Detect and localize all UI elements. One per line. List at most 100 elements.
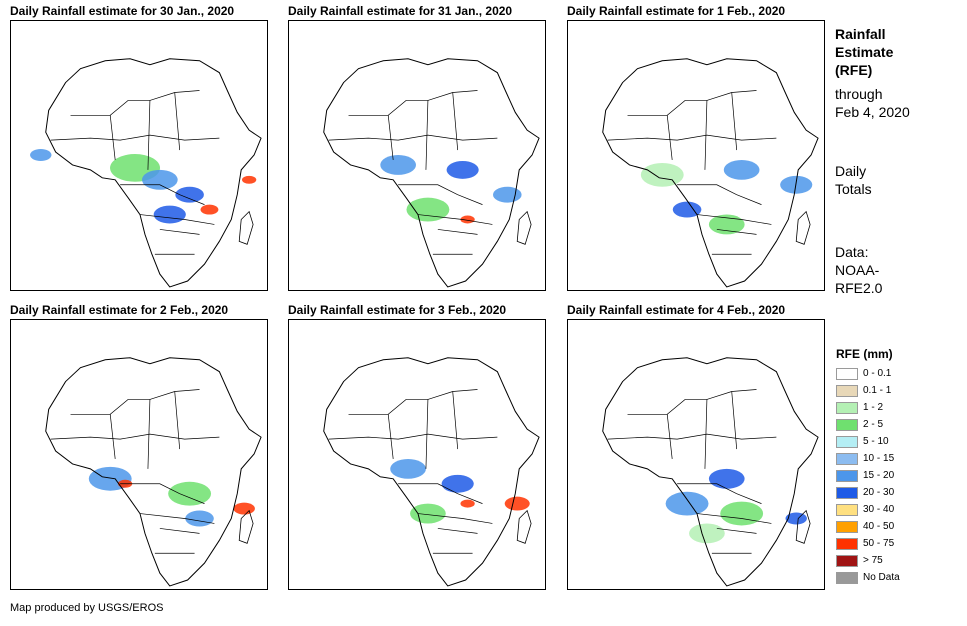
country-border — [50, 134, 220, 141]
legend-label: 0 - 0.1 — [863, 368, 892, 379]
madagascar-outline — [238, 210, 254, 245]
country-border — [50, 433, 220, 440]
country-border — [348, 389, 478, 415]
continent-outline — [45, 58, 262, 288]
country-border — [109, 92, 181, 170]
rainfall-map — [288, 20, 546, 291]
rainfall-area — [30, 149, 52, 161]
legend-swatch — [836, 487, 858, 499]
africa-map-graphic — [45, 357, 262, 587]
rainfall-area — [720, 501, 764, 526]
country-border — [607, 134, 777, 141]
rainfall-area — [689, 523, 725, 544]
rainfall-map — [567, 319, 825, 590]
legend-label: 20 - 30 — [863, 487, 895, 498]
legend-swatch — [836, 385, 858, 397]
madagascar-outline — [795, 210, 811, 245]
country-border — [666, 92, 738, 170]
rainfall-area — [410, 503, 446, 524]
rainfall-area — [406, 197, 450, 222]
rainfall-area — [493, 186, 522, 203]
legend-swatch — [836, 368, 858, 380]
country-border — [70, 90, 200, 116]
rainfall-area — [175, 186, 204, 203]
rainfall-area — [708, 468, 745, 489]
legend-swatch — [836, 538, 858, 550]
legend-swatch — [836, 521, 858, 533]
madagascar-outline — [516, 509, 532, 544]
country-border — [120, 184, 215, 225]
rainfall-area — [504, 496, 530, 511]
africa-map-graphic — [30, 58, 262, 288]
continent-outline — [602, 58, 819, 288]
title-line: (RFE) — [835, 62, 873, 78]
madagascar-outline — [795, 509, 811, 544]
panel-title: Daily Rainfall estimate for 3 Feb., 2020 — [288, 303, 507, 317]
country-border — [607, 433, 777, 440]
panel-title: Daily Rainfall estimate for 31 Jan., 202… — [288, 4, 513, 18]
country-border — [677, 184, 772, 225]
rainfall-map — [288, 319, 546, 590]
country-border — [109, 391, 181, 469]
product-title: Rainfall Estimate (RFE) — [835, 25, 893, 79]
legend-label: 5 - 10 — [863, 436, 889, 447]
rainfall-area — [380, 155, 417, 175]
legend-swatch — [836, 436, 858, 448]
legend-swatch — [836, 419, 858, 431]
data-label: Data: — [835, 244, 869, 260]
totals-label: Totals — [835, 181, 872, 197]
africa-map-graphic — [323, 357, 540, 587]
rainfall-area — [153, 205, 186, 224]
country-border — [328, 134, 498, 141]
rainfall-area — [665, 491, 709, 516]
country-border — [398, 184, 493, 225]
country-border — [387, 391, 459, 469]
rainfall-map — [10, 319, 268, 590]
continent-outline — [602, 357, 819, 587]
rainfall-map — [10, 20, 268, 291]
country-border — [432, 229, 478, 255]
legend-label: No Data — [863, 572, 900, 583]
rainfall-area — [241, 175, 257, 184]
continent-outline — [323, 357, 540, 587]
rainfall-area — [723, 159, 760, 180]
footer-credit: Map produced by USGS/EROS — [10, 602, 164, 614]
title-line: Rainfall — [835, 26, 886, 42]
rainfall-area — [446, 160, 479, 179]
country-border — [70, 389, 200, 415]
country-border — [627, 90, 757, 116]
data-source: Data: NOAA- RFE2.0 — [835, 243, 882, 297]
rainfall-area — [233, 502, 255, 515]
country-border — [432, 528, 478, 554]
legend-swatch — [836, 555, 858, 567]
legend-swatch — [836, 453, 858, 465]
legend-label: 2 - 5 — [863, 419, 884, 430]
title-line: Estimate — [835, 44, 894, 60]
continent-outline — [323, 58, 540, 288]
legend-label: 0.1 - 1 — [863, 385, 892, 396]
country-border — [666, 391, 738, 469]
country-border — [120, 483, 215, 524]
rainfall-area — [460, 215, 475, 224]
legend-label: 30 - 40 — [863, 504, 895, 515]
country-border — [348, 90, 478, 116]
rainfall-area — [390, 458, 426, 479]
country-border — [154, 229, 200, 255]
madagascar-outline — [516, 210, 532, 245]
country-border — [627, 389, 757, 415]
rainfall-area — [168, 481, 212, 506]
africa-map-graphic — [323, 58, 540, 288]
through-date: through Feb 4, 2020 — [835, 85, 910, 121]
country-border — [677, 483, 772, 524]
legend-swatch — [836, 504, 858, 516]
legend-title: RFE (mm) — [836, 347, 893, 361]
country-border — [711, 528, 757, 554]
legend-label: 40 - 50 — [863, 521, 895, 532]
rainfall-area — [200, 204, 219, 215]
daily-totals: Daily Totals — [835, 162, 872, 198]
panel-title: Daily Rainfall estimate for 1 Feb., 2020 — [567, 4, 786, 18]
country-border — [154, 528, 200, 554]
panel-title: Daily Rainfall estimate for 4 Feb., 2020 — [567, 303, 786, 317]
end-date: Feb 4, 2020 — [835, 104, 910, 120]
africa-map-graphic — [602, 357, 819, 587]
